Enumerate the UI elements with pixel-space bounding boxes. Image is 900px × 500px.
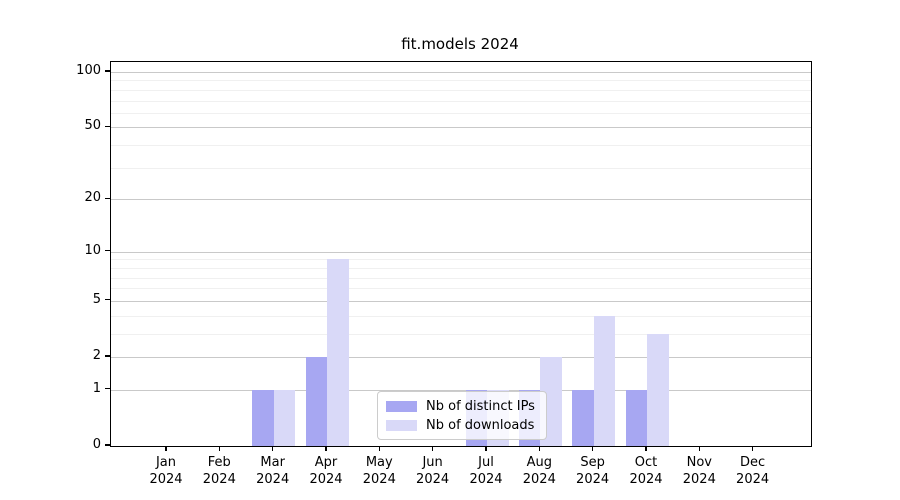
x-tick-mark	[325, 446, 327, 452]
x-tick-label-sep: Sep 2024	[576, 455, 610, 487]
x-tick-label-apr: Apr 2024	[309, 455, 343, 487]
x-tick-mark	[538, 446, 540, 452]
y-tick-label: 2	[92, 348, 101, 363]
minor-gridline	[111, 89, 811, 91]
x-tick-label-jan: Jan 2024	[149, 455, 183, 487]
x-tick-label-aug: Aug 2024	[522, 455, 556, 487]
y-tick-label: 100	[76, 63, 101, 78]
minor-gridline	[111, 167, 811, 169]
x-tick-label-may: May 2024	[362, 455, 396, 487]
y-tick-mark	[105, 70, 110, 72]
legend-swatch-downloads	[386, 419, 417, 431]
x-tick-mark	[485, 446, 487, 452]
x-tick-mark	[591, 446, 594, 452]
x-tick-label-jun: Jun 2024	[416, 455, 450, 487]
minor-gridline	[111, 333, 811, 335]
major-gridline	[111, 127, 811, 129]
x-tick-label-jul: Jul 2024	[469, 455, 503, 487]
minor-gridline	[111, 315, 811, 317]
minor-gridline	[111, 145, 811, 147]
x-tick-mark	[218, 446, 220, 452]
major-gridline	[111, 72, 811, 73]
y-tick-label: 5	[92, 291, 101, 307]
y-tick-mark	[105, 444, 110, 446]
minor-gridline	[111, 80, 811, 82]
major-gridline	[111, 389, 811, 391]
major-gridline	[111, 251, 811, 253]
y-tick-mark	[105, 355, 110, 357]
legend-row-downloads: Nb of downloads	[386, 418, 546, 433]
legend-label-distinct-ips: Nb of distinct IPs	[426, 398, 535, 414]
y-tick-label: 20	[84, 190, 101, 206]
y-tick-mark	[105, 125, 110, 128]
minor-gridline	[111, 112, 811, 114]
bar-distinct-ips-mar	[252, 389, 274, 446]
plot-area	[110, 61, 812, 447]
x-tick-mark	[378, 446, 380, 452]
bar-downloads-sep	[593, 315, 616, 446]
chart-title: fit.models 2024	[401, 35, 519, 53]
x-tick-label-feb: Feb 2024	[202, 455, 236, 487]
x-tick-label-nov: Nov 2024	[682, 455, 716, 487]
x-tick-mark	[645, 446, 647, 452]
y-tick-mark	[105, 299, 110, 301]
x-tick-mark	[272, 446, 274, 452]
y-tick-label: 1	[92, 380, 101, 396]
x-tick-label-mar: Mar 2024	[256, 455, 290, 487]
y-tick-label: 50	[84, 118, 101, 134]
x-tick-mark	[751, 446, 754, 452]
legend-label-downloads: Nb of downloads	[426, 417, 535, 433]
minor-gridline	[111, 288, 811, 290]
bar-distinct-ips-apr	[305, 357, 327, 446]
x-tick-mark	[431, 446, 434, 452]
minor-gridline	[111, 267, 811, 269]
x-tick-mark	[698, 446, 700, 452]
legend: Nb of distinct IPs Nb of downloads	[377, 391, 547, 440]
major-gridline	[111, 357, 811, 358]
minor-gridline	[111, 100, 811, 102]
bar-distinct-ips-oct	[625, 389, 647, 446]
x-tick-mark	[165, 446, 167, 452]
minor-gridline	[111, 277, 811, 279]
bar-downloads-mar	[273, 389, 296, 446]
y-tick-mark	[105, 388, 110, 390]
x-tick-label-dec: Dec 2024	[736, 455, 770, 487]
major-gridline	[111, 300, 811, 302]
y-tick-mark	[105, 197, 110, 199]
y-tick-label: 0	[92, 437, 101, 452]
x-tick-label-oct: Oct 2024	[629, 455, 663, 487]
bar-distinct-ips-sep	[572, 389, 594, 446]
minor-gridline	[111, 259, 811, 261]
major-gridline	[111, 199, 811, 201]
y-tick-mark	[105, 250, 110, 252]
legend-swatch-distinct-ips	[386, 400, 417, 412]
legend-row-distinct-ips: Nb of distinct IPs	[386, 399, 546, 414]
bar-downloads-oct	[647, 333, 669, 446]
bar-downloads-apr	[327, 259, 349, 446]
y-tick-label: 10	[84, 242, 101, 258]
